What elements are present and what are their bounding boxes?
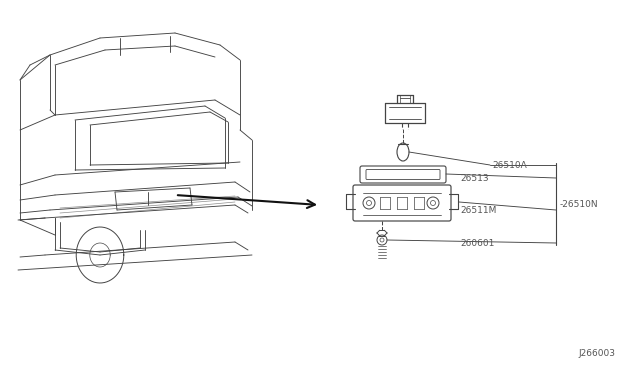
Text: 260601: 260601	[460, 238, 494, 247]
Text: 26511M: 26511M	[460, 205, 497, 215]
Text: 26513: 26513	[460, 173, 488, 183]
Text: -26510N: -26510N	[560, 199, 598, 208]
Text: J266003: J266003	[578, 349, 615, 358]
Text: 26510A: 26510A	[492, 160, 527, 170]
